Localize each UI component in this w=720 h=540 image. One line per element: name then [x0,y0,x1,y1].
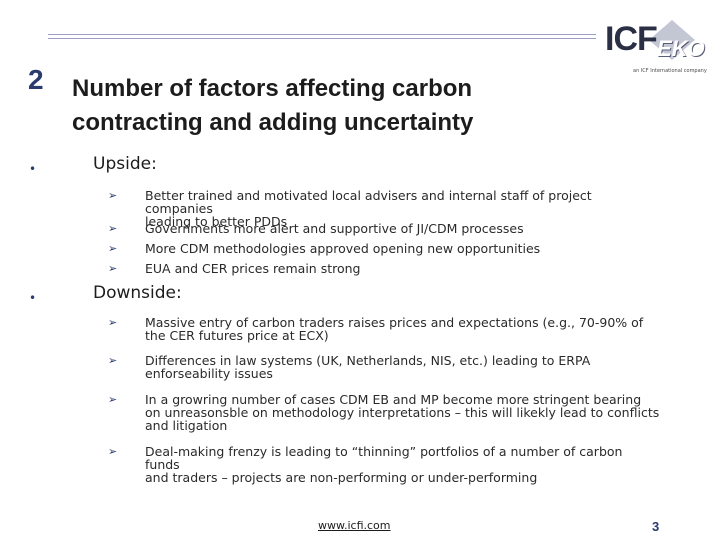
arrow-bullet-icon: ➢ [108,354,118,367]
list-item: Governments more alert and supportive of… [145,221,524,236]
upside-label: Upside: [93,154,157,174]
arrow-bullet-icon: ➢ [108,242,118,255]
logo-icf-text: ICF [605,20,658,58]
title-line-2: contracting and adding uncertainty [72,109,474,136]
arrow-bullet-icon: ➢ [108,189,118,202]
arrow-bullet-icon: ➢ [108,222,118,235]
list-item: Massive entry of carbon traders raises p… [145,315,644,343]
icf-eko-logo: ICF EKO an ICF International company [603,18,707,76]
header-rule-top [48,34,596,35]
list-item: Differences in law systems (UK, Netherla… [145,353,591,381]
page-title: Number of factors affecting carbon contr… [72,72,592,140]
downside-label: Downside: [93,283,182,303]
bullet-dot-icon: • [29,162,37,176]
bullet-dot-icon: • [29,291,37,305]
arrow-bullet-icon: ➢ [108,393,118,406]
page-number: 3 [652,519,660,534]
logo-tagline: an ICF International company [633,68,707,74]
list-item: More CDM methodologies approved opening … [145,241,541,256]
section-number: 2 [28,64,44,95]
list-item: In a growring number of cases CDM EB and… [145,392,660,433]
list-item: EUA and CER prices remain strong [145,261,361,276]
arrow-bullet-icon: ➢ [108,316,118,329]
logo-eko-text: EKO [657,36,705,61]
list-item: Better trained and motivated local advis… [145,188,592,229]
list-item: Deal-making frenzy is leading to “thinni… [145,444,623,485]
header-rule-bottom [48,38,596,39]
footer-url-link[interactable]: www.icfi.com [318,519,391,532]
arrow-bullet-icon: ➢ [108,445,118,458]
arrow-bullet-icon: ➢ [108,262,118,275]
title-line-1: Number of factors affecting carbon [72,75,473,102]
